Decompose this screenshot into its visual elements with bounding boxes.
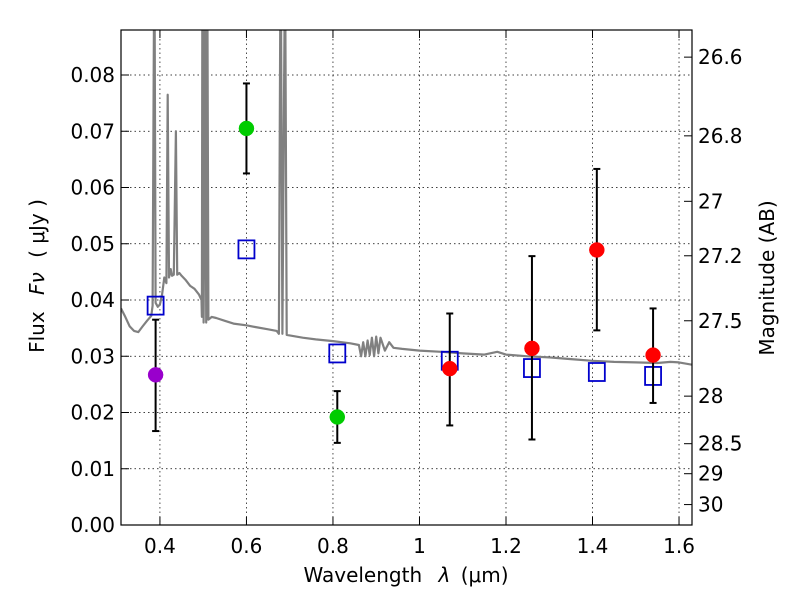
observed-green-point: [329, 409, 346, 425]
right-tick-label: 27.2: [698, 244, 743, 268]
y-tick-label: 0.03: [70, 344, 115, 368]
y-axis-label: Flux Fν ( μJy ): [25, 199, 49, 353]
axis-ticks: 0.4 0.6 0.8 1 1.2 1.4 1.6 0.00 0.01 0.02 0.03 0.04 0…: [70, 30, 743, 558]
data-points-layer: [146, 82, 662, 444]
plot-frame: [120, 29, 693, 526]
y-tick-label: 0.02: [70, 401, 115, 425]
model-photometry-square: [146, 295, 165, 316]
observed-red-point: [645, 347, 661, 363]
right-tick-label: 28.5: [698, 432, 743, 456]
model-spectrum-line: [121, 30, 692, 366]
x-tick-label: 0.8: [317, 534, 349, 558]
model-spectrum-layer: [121, 30, 692, 366]
x-tick-label: 0.6: [231, 534, 263, 558]
observed-red-point: [524, 340, 540, 357]
y-tick-label: 0.05: [70, 232, 115, 256]
model-photometry-square: [237, 239, 256, 260]
right-axis-label: Magnitude (AB): [755, 200, 779, 355]
model-photometry-square: [587, 362, 606, 382]
observed-violet-point: [147, 367, 164, 383]
right-tick-label: 28: [698, 384, 723, 408]
right-tick-label: 27: [698, 189, 723, 213]
model-photometry-square: [328, 343, 347, 364]
right-tick-label: 27.5: [698, 309, 743, 333]
x-tick-label: 1: [413, 534, 426, 558]
observed-green-point: [238, 120, 255, 137]
y-tick-label: 0.04: [70, 288, 115, 312]
observed-red-point: [589, 242, 605, 258]
right-tick-label: 26.6: [698, 45, 743, 69]
grid-lines: [121, 30, 692, 526]
right-tick-label: 30: [698, 493, 723, 517]
x-tick-label: 1.4: [577, 534, 609, 558]
x-tick-label: 0.4: [144, 534, 176, 558]
x-tick-label: 1.6: [663, 534, 695, 558]
x-tick-label: 1.2: [490, 534, 522, 558]
y-tick-label: 0.06: [70, 176, 115, 200]
right-tick-label: 29: [698, 462, 723, 486]
observed-red-point: [442, 360, 458, 377]
y-tick-label: 0.01: [70, 457, 115, 481]
y-tick-label: 0.07: [70, 119, 115, 143]
x-axis-label: Wavelength λ (μm): [303, 563, 508, 587]
y-tick-label: 0.08: [70, 63, 115, 87]
y-tick-label: 0.00: [70, 513, 115, 537]
right-tick-label: 26.8: [698, 124, 743, 148]
